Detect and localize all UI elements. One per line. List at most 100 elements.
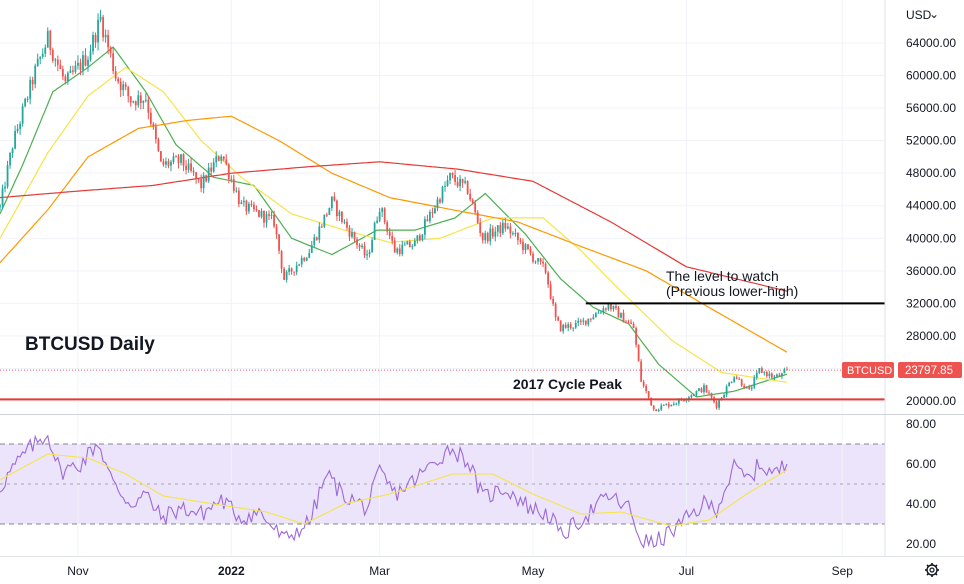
time-axis[interactable]: Nov 2022 Mar May Jul Sep [67, 564, 853, 578]
time-tick-label[interactable]: Mar [369, 564, 390, 578]
candle-body [366, 254, 368, 256]
candle-body [371, 239, 374, 253]
candle-body [645, 385, 648, 392]
price-tick-label[interactable]: 20000.00 [906, 394, 956, 408]
candle-body [781, 373, 783, 377]
candle-body [587, 318, 590, 325]
candle-body [426, 219, 429, 222]
candle-body [202, 175, 205, 189]
candle-body [519, 240, 522, 242]
candle-body [122, 84, 125, 91]
candle-body [479, 222, 482, 233]
candle-body [56, 59, 59, 65]
candle-body [117, 78, 120, 82]
candle-body [439, 199, 441, 203]
candle-body [293, 271, 296, 273]
candle-body [4, 186, 6, 189]
candle-body [579, 320, 582, 322]
candle-body [574, 322, 577, 328]
rsi-tick-label[interactable]: 60.00 [906, 457, 936, 471]
currency-selector[interactable]: USD ⌄ [906, 7, 939, 22]
rsi-tick-label[interactable]: 40.00 [906, 497, 936, 511]
candle-body [444, 185, 446, 188]
candle-body [378, 211, 381, 221]
candle-body [381, 208, 384, 212]
candle-body [310, 245, 313, 253]
price-tick-label[interactable]: 60000.00 [906, 69, 956, 83]
candle-body [273, 214, 275, 227]
time-tick-label[interactable]: 2022 [218, 564, 245, 578]
price-tick-label[interactable]: 44000.00 [906, 199, 956, 213]
candle-body [657, 409, 660, 412]
candle-body [39, 56, 42, 59]
candle-body [665, 403, 668, 405]
candle-body [725, 386, 728, 395]
grid [0, 0, 885, 556]
candle-body [386, 222, 389, 232]
candle-body [165, 161, 167, 165]
candle-body [617, 307, 620, 318]
price-tick-label[interactable]: 28000.00 [906, 329, 956, 343]
time-tick-label[interactable]: Nov [67, 564, 88, 578]
candle-body [647, 391, 650, 398]
candle-body [650, 397, 653, 406]
moving-averages [0, 46, 788, 398]
candle-body [82, 55, 84, 71]
candle-body [59, 64, 62, 69]
candles [0, 9, 788, 413]
price-tick-label[interactable]: 52000.00 [906, 134, 956, 148]
candle-body [192, 170, 195, 173]
candle-body [491, 228, 494, 237]
rsi-tick-label[interactable]: 80.00 [906, 417, 936, 431]
candle-body [602, 308, 605, 313]
time-tick-label[interactable]: Jul [679, 564, 694, 578]
price-tick-label[interactable]: 32000.00 [906, 296, 956, 310]
price-tick-label[interactable]: 64000.00 [906, 36, 956, 50]
price-tick-label[interactable]: 56000.00 [906, 101, 956, 115]
candle-body [177, 156, 180, 163]
currency-label[interactable]: USD [906, 8, 932, 22]
candle-body [383, 208, 386, 223]
candle-body [662, 404, 665, 406]
gear-icon[interactable] [925, 563, 939, 577]
candle-body [567, 324, 570, 328]
candle-body [263, 210, 265, 223]
candle-body [398, 248, 401, 255]
time-tick-label[interactable]: May [522, 564, 545, 578]
candle-body [1, 188, 4, 206]
candle-body [285, 271, 288, 280]
candle-body [69, 70, 72, 73]
candle-body [338, 211, 341, 217]
rsi-tick-label[interactable]: 20.00 [906, 537, 936, 551]
chevron-down-icon[interactable]: ⌄ [929, 7, 939, 21]
candle-body [361, 245, 363, 248]
candle-body [295, 265, 298, 273]
candle-body [652, 405, 655, 410]
candle-body [738, 378, 741, 380]
candle-body [562, 324, 565, 332]
candle-body [416, 235, 419, 241]
candle-body [89, 51, 92, 60]
candle-body [187, 163, 190, 170]
rsi-panel [0, 434, 885, 549]
candle-body [494, 231, 497, 237]
rsi-axis[interactable]: 20.00 40.00 60.00 80.00 [906, 417, 936, 551]
candle-body [170, 161, 172, 166]
candle-body [449, 173, 451, 181]
candle-body [625, 322, 627, 324]
level-annotation-subtitle: (Previous lower-high) [666, 283, 798, 299]
candle-body [637, 344, 640, 362]
price-tick-label[interactable]: 48000.00 [906, 166, 956, 180]
price-tick-label[interactable]: 36000.00 [906, 264, 956, 278]
candle-body [240, 202, 243, 204]
price-tick-label[interactable]: 40000.00 [906, 231, 956, 245]
candle-body [775, 374, 778, 377]
candle-body [630, 322, 632, 324]
candle-body [232, 179, 235, 191]
candle-body [783, 369, 786, 374]
candle-body [315, 237, 318, 240]
time-tick-label[interactable]: Sep [832, 564, 854, 578]
level-annotation-title: The level to watch [666, 268, 779, 284]
candle-body [167, 161, 170, 166]
